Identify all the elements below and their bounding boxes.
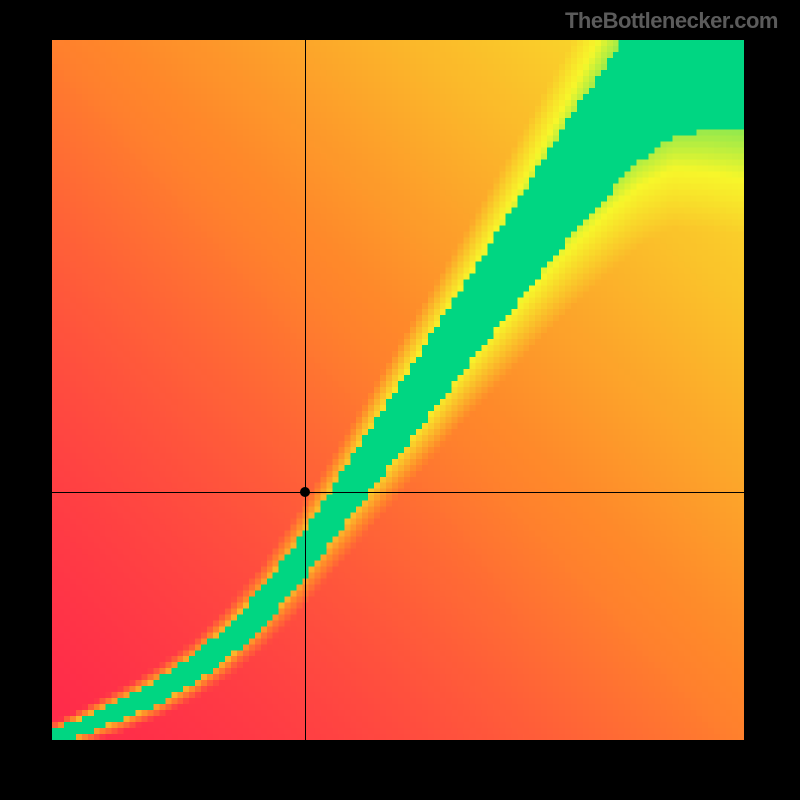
crosshair-horizontal [52, 492, 744, 493]
heatmap-canvas [52, 40, 744, 740]
watermark-text: TheBottlenecker.com [565, 8, 778, 34]
bottleneck-heatmap [52, 40, 744, 740]
crosshair-datapoint [300, 487, 310, 497]
crosshair-vertical [305, 40, 306, 740]
